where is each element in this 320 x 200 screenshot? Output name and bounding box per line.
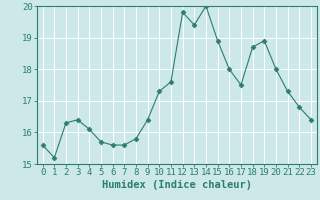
X-axis label: Humidex (Indice chaleur): Humidex (Indice chaleur) (102, 180, 252, 190)
